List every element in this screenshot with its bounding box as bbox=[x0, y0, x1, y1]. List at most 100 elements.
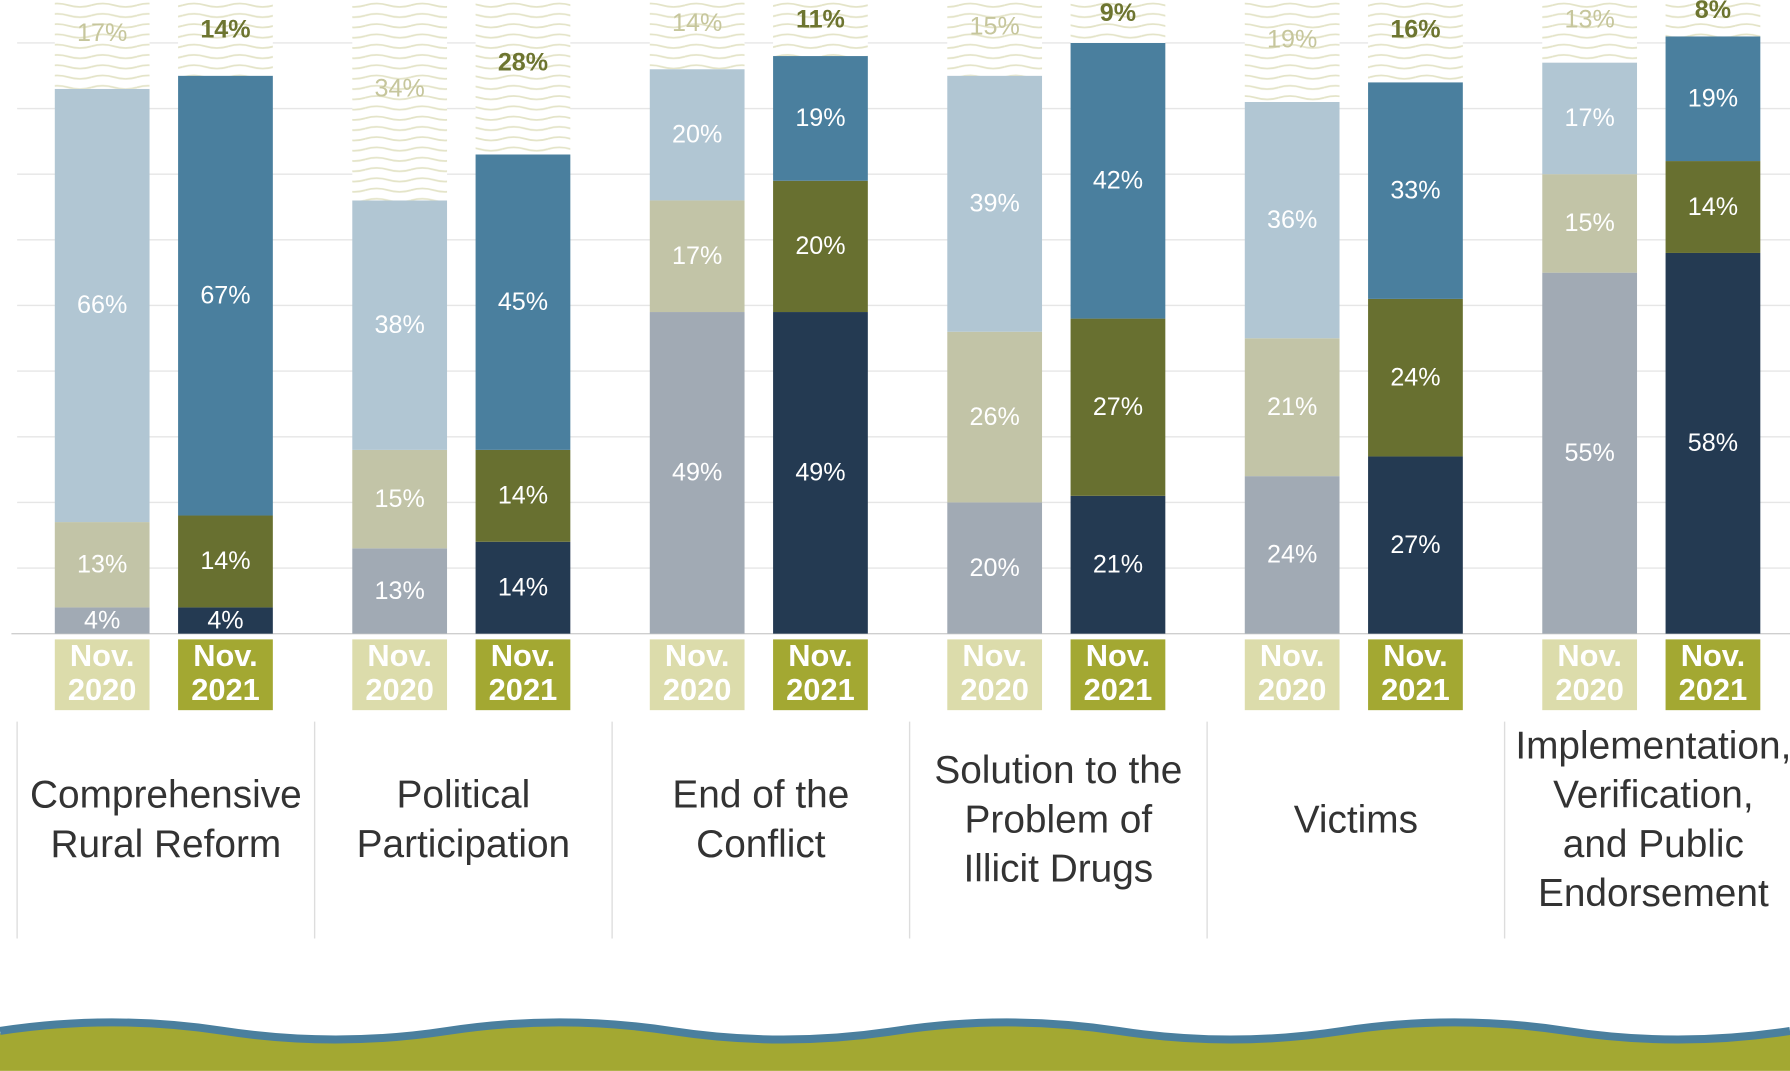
bar-segment bbox=[54, 607, 150, 634]
bar-segment bbox=[649, 312, 745, 634]
value-label: 21% bbox=[1093, 551, 1143, 579]
value-label: 14% bbox=[498, 574, 548, 602]
category-label: Illicit Drugs bbox=[964, 847, 1154, 890]
value-label: 45% bbox=[498, 288, 548, 316]
bar-label-box bbox=[1070, 639, 1166, 711]
bar-label: 2020 bbox=[960, 672, 1029, 707]
value-label: 34% bbox=[375, 75, 425, 103]
bar-segment bbox=[1665, 0, 1761, 37]
bar-segment bbox=[352, 0, 448, 201]
value-label: 58% bbox=[1688, 429, 1738, 457]
bar-label: Nov. bbox=[491, 638, 555, 673]
category-label: Comprehensive bbox=[30, 774, 302, 817]
category-label: Rural Reform bbox=[51, 823, 282, 866]
bar-label-box bbox=[54, 639, 150, 711]
bar-label: Nov. bbox=[367, 638, 431, 673]
category-label: Implementation, bbox=[1515, 725, 1790, 768]
bar-segment bbox=[475, 449, 571, 542]
plot: Comprehensive Rural Reform 4% 13% 66% 17% Nov.… bbox=[11, 0, 1790, 939]
value-label: 55% bbox=[1565, 439, 1615, 467]
value-label: 19% bbox=[795, 104, 845, 132]
bar-label: Nov. bbox=[70, 638, 134, 673]
category-label: Political bbox=[397, 774, 531, 817]
bar-segment bbox=[178, 75, 273, 516]
footer-wave bbox=[0, 1018, 1790, 1071]
bar-label: Nov. bbox=[1557, 638, 1621, 673]
value-label: 21% bbox=[1267, 393, 1317, 421]
value-label: 4% bbox=[84, 606, 120, 634]
value-label: 24% bbox=[1390, 363, 1440, 391]
bar-label: 2020 bbox=[663, 672, 732, 707]
value-label: 17% bbox=[672, 242, 722, 270]
bar-label: Nov. bbox=[665, 638, 729, 673]
bar-label: 2021 bbox=[786, 672, 855, 707]
value-label: 15% bbox=[375, 485, 425, 513]
value-label: 20% bbox=[970, 554, 1020, 582]
bar-segment bbox=[947, 0, 1043, 76]
bar-segment bbox=[649, 0, 745, 70]
bar-label-box bbox=[773, 639, 868, 711]
value-label: 14% bbox=[672, 9, 722, 37]
category-label: and Public bbox=[1563, 823, 1744, 866]
value-label: 14% bbox=[498, 482, 548, 510]
value-label: 20% bbox=[795, 232, 845, 260]
bar-segment bbox=[475, 0, 571, 155]
bar-label-box bbox=[475, 639, 571, 711]
bar-label-box bbox=[1368, 639, 1463, 711]
value-label: 13% bbox=[77, 551, 127, 579]
value-label: 42% bbox=[1093, 167, 1143, 195]
value-label: 24% bbox=[1267, 541, 1317, 569]
value-label: 9% bbox=[1100, 0, 1136, 27]
bar-label: Nov. bbox=[1086, 638, 1150, 673]
bar-label: 2021 bbox=[1679, 672, 1748, 707]
bar-label: 2020 bbox=[1555, 672, 1624, 707]
wave-fill bbox=[0, 1024, 1790, 1071]
bar-label: 2021 bbox=[1084, 672, 1153, 707]
bar-segment bbox=[773, 312, 868, 634]
bar-segment bbox=[178, 0, 273, 76]
bar-label-box bbox=[178, 639, 273, 711]
bar-segment bbox=[947, 502, 1043, 634]
bar-segment bbox=[1368, 456, 1463, 634]
bar-segment bbox=[352, 548, 448, 634]
category-label: Victims bbox=[1294, 798, 1418, 841]
bar-segment bbox=[1665, 161, 1761, 253]
bar-label: Nov. bbox=[193, 638, 257, 673]
value-label: 20% bbox=[672, 121, 722, 149]
category-label: Problem of bbox=[965, 798, 1153, 841]
bar-segment bbox=[1542, 62, 1638, 175]
value-label: 19% bbox=[1688, 84, 1738, 112]
value-label: 26% bbox=[970, 403, 1020, 431]
category-label: Endorsement bbox=[1538, 872, 1769, 915]
value-label: 13% bbox=[1565, 6, 1615, 34]
bar-label-box bbox=[352, 639, 448, 711]
bar-segment bbox=[1070, 42, 1166, 319]
bar-label-box bbox=[1542, 639, 1638, 711]
bar-segment bbox=[1244, 338, 1340, 477]
value-label: 39% bbox=[970, 190, 1020, 218]
value-label: 28% bbox=[498, 48, 548, 76]
bar-label: 2021 bbox=[489, 672, 558, 707]
bar-segment bbox=[352, 449, 448, 549]
bar-segment bbox=[1368, 82, 1463, 299]
value-label: 13% bbox=[375, 577, 425, 605]
bar-label: Nov. bbox=[1681, 638, 1745, 673]
bar-segment bbox=[178, 607, 273, 634]
value-label: 14% bbox=[200, 16, 250, 44]
bar-label-box bbox=[1665, 639, 1761, 711]
bar-segment bbox=[54, 522, 150, 608]
value-label: 15% bbox=[970, 12, 1020, 40]
category-label: Participation bbox=[357, 823, 570, 866]
value-label: 38% bbox=[375, 311, 425, 339]
value-label: 33% bbox=[1390, 176, 1440, 204]
bar-segment bbox=[947, 75, 1043, 332]
bar-segment bbox=[1070, 318, 1166, 496]
bar-segment bbox=[1244, 101, 1340, 339]
bar-label: 2020 bbox=[68, 672, 137, 707]
bar-segment bbox=[178, 515, 273, 608]
value-label: 67% bbox=[200, 281, 250, 309]
value-label: 4% bbox=[207, 606, 243, 634]
bar-segment bbox=[475, 541, 571, 634]
